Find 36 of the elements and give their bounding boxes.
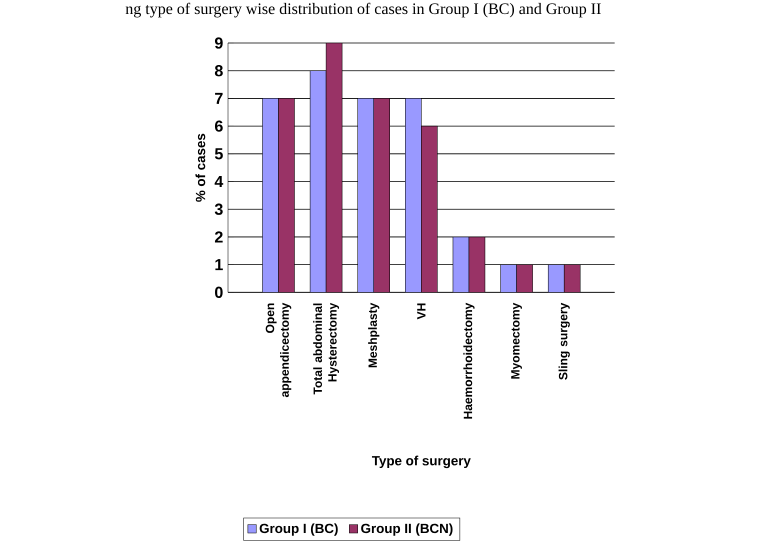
bar — [310, 70, 326, 292]
x-tick-label: Haemorrhoidectomy — [463, 302, 475, 419]
x-tick-label: Myomectomy — [511, 302, 522, 379]
y-tick-label: 8 — [214, 65, 223, 76]
y-tick-label: 0 — [215, 286, 223, 298]
legend-label: Group I (BC) — [260, 523, 338, 536]
bar — [278, 98, 294, 292]
bar — [421, 126, 438, 292]
bar — [358, 98, 374, 292]
y-tick-label: 7 — [215, 92, 223, 104]
bar — [500, 264, 517, 292]
x-tick-label: Meshplasty — [368, 302, 380, 368]
x-tick-label: Total abdominal Hysterectomy — [313, 302, 340, 394]
bar — [326, 43, 342, 292]
bar — [468, 236, 485, 292]
bar — [262, 98, 278, 292]
y-tick-label: 4 — [214, 176, 224, 188]
y-tick-label: 9 — [214, 37, 223, 49]
bar — [516, 264, 533, 292]
y-tick-label: 2 — [214, 231, 223, 243]
bar — [548, 264, 564, 292]
x-tick-label: Sling surgery — [558, 302, 570, 380]
chart-title: ng type of surgery wise distribution of cases in Group I (BC) and Group II — [126, 2, 601, 18]
x-tick-label: Open appendicectomy — [266, 302, 292, 398]
y-axis-title: % of cases — [195, 134, 206, 202]
bar — [405, 98, 422, 292]
bar — [452, 236, 469, 292]
y-tick-label: 1 — [215, 259, 223, 270]
bar — [564, 264, 580, 292]
y-tick-label: 6 — [214, 120, 223, 132]
bar — [374, 98, 390, 292]
x-axis-title: Type of surgery — [372, 456, 471, 468]
y-tick-label: 3 — [214, 204, 223, 215]
y-tick-label: 5 — [214, 148, 223, 160]
legend-label: Group II (BCN) — [361, 523, 453, 536]
x-tick-label: VH — [417, 304, 426, 320]
